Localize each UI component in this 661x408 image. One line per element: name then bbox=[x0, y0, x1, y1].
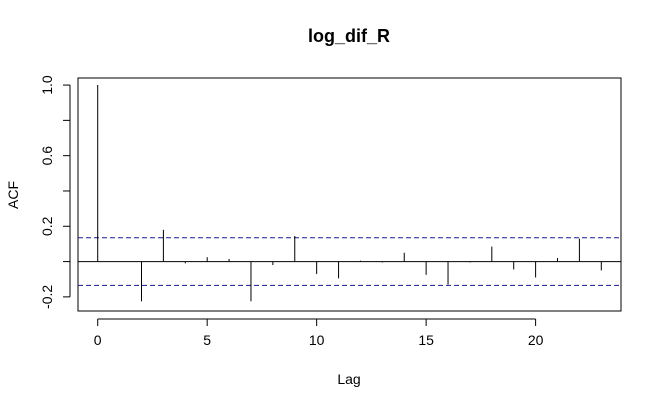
x-tick-label: 10 bbox=[309, 332, 325, 348]
x-tick-label: 0 bbox=[94, 332, 102, 348]
y-tick-label: 0.6 bbox=[39, 146, 55, 166]
x-tick-label: 20 bbox=[528, 332, 544, 348]
y-axis: -0.2 0.2 0.6 1.0 bbox=[39, 75, 71, 309]
x-axis: 0 5 10 15 20 bbox=[94, 318, 544, 348]
chart-title: log_dif_R bbox=[308, 26, 390, 46]
y-axis-label: ACF bbox=[5, 181, 21, 209]
plot-frame bbox=[77, 77, 622, 312]
x-axis-label: Lag bbox=[337, 371, 360, 387]
y-tick-label: 0.2 bbox=[39, 216, 55, 236]
x-tick-label: 5 bbox=[203, 332, 211, 348]
acf-bars bbox=[97, 85, 602, 302]
x-tick-label: 15 bbox=[418, 332, 434, 348]
y-tick-label: 1.0 bbox=[39, 75, 55, 95]
y-tick-label: -0.2 bbox=[39, 285, 55, 309]
